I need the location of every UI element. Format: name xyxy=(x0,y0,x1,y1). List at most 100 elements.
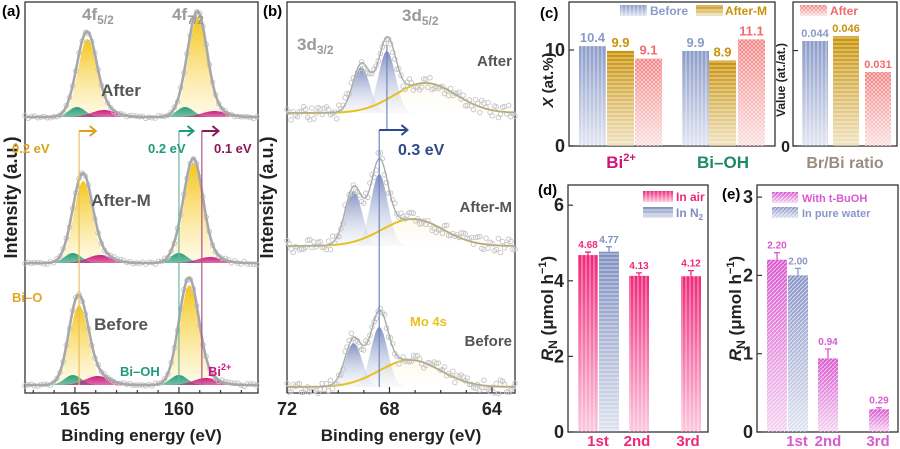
data-point xyxy=(485,99,491,106)
envelope-line xyxy=(25,276,258,387)
shift-arrow-bi2 xyxy=(201,125,221,137)
x-tick-label: 3rd xyxy=(866,433,889,449)
data-point xyxy=(489,113,495,119)
y-axis-title: Intensity (a.u.) xyxy=(257,136,277,258)
data-point xyxy=(329,233,336,240)
envelope-line xyxy=(25,156,258,265)
x-axis-title: Binding energy (eV) xyxy=(61,426,222,445)
bar-value-label: 4.12 xyxy=(681,259,701,270)
peak-mo4s xyxy=(287,219,515,246)
error-bar xyxy=(774,252,780,260)
text-span: N xyxy=(546,340,560,349)
error-bar xyxy=(876,407,882,410)
bar-value-label: 11.1 xyxy=(739,23,764,38)
data-point xyxy=(309,105,315,111)
data-point xyxy=(336,372,342,378)
peak-bi5d xyxy=(287,191,515,246)
data-point xyxy=(307,236,313,243)
legend-swatch-pattern xyxy=(643,207,673,218)
bar-value-label: 0.044 xyxy=(801,28,829,40)
error-bar xyxy=(606,246,612,252)
text-span: In air xyxy=(676,190,705,204)
panel-label-b: (b) xyxy=(263,3,282,20)
legend-label-in_n2: In N2 xyxy=(676,206,704,222)
bar-value-label: 0.29 xyxy=(869,396,889,407)
component-label-bi-oh: Bi–OH xyxy=(120,364,160,379)
bar-value-label: 10.4 xyxy=(580,30,606,45)
plot-frame-b xyxy=(286,1,516,394)
peak-bi2 xyxy=(25,378,258,385)
data-point xyxy=(398,72,404,79)
y-tick-label: 0 xyxy=(554,422,564,442)
data-point xyxy=(342,95,348,101)
data-point xyxy=(435,360,442,366)
text-span: 5/2 xyxy=(422,14,439,28)
bar-after_m-pattern xyxy=(833,36,859,146)
y-tick-label: 2 xyxy=(743,265,753,285)
text-span: −1 xyxy=(537,262,549,275)
panel-label-d: (d) xyxy=(538,182,557,199)
data-point xyxy=(325,388,332,394)
text-span: 7/2 xyxy=(187,13,204,27)
legend-label-in_air: In air xyxy=(676,190,705,204)
error-bar xyxy=(688,269,694,277)
data-point xyxy=(464,375,471,381)
error-bar xyxy=(636,272,642,276)
bar-after-pattern xyxy=(635,58,662,146)
data-point xyxy=(452,379,458,386)
bar-before-pattern xyxy=(682,50,709,146)
spectrum-label: After xyxy=(477,53,512,70)
text-span: 3d xyxy=(297,35,317,54)
data-point xyxy=(425,84,431,91)
data-point xyxy=(506,102,512,109)
data-point xyxy=(389,49,396,56)
data-point xyxy=(292,243,299,250)
spectrum-label: After-M xyxy=(91,191,151,210)
data-point xyxy=(477,109,483,116)
data-point xyxy=(408,358,415,364)
legend-swatch-pattern xyxy=(772,192,798,203)
peak-bi2 xyxy=(25,376,258,385)
error-bar xyxy=(795,267,801,276)
data-point xyxy=(360,347,367,353)
y-tick-label: 0 xyxy=(781,139,790,156)
data-point xyxy=(348,330,355,337)
data-point xyxy=(313,244,319,250)
peak-mo4s xyxy=(287,83,515,113)
data-point xyxy=(298,389,305,396)
text-span: −1 xyxy=(725,262,737,275)
x-tick-label: 72 xyxy=(277,399,297,419)
x-tick-label: 64 xyxy=(482,399,502,419)
data-point xyxy=(450,368,456,374)
peak-mo4s xyxy=(287,360,515,387)
legend-label-after_m: After-M xyxy=(725,4,767,18)
bar-after-pattern xyxy=(738,39,765,146)
text-span: 4f xyxy=(82,5,97,24)
bar-before-pattern xyxy=(579,46,606,146)
data-point xyxy=(394,353,400,360)
spectrum-label: Before xyxy=(464,333,512,350)
category-label-br-bi: Br/Bi ratio xyxy=(806,155,884,172)
category-label-bi2: Bi2+ xyxy=(606,152,636,172)
bar-tbuoh-pattern xyxy=(767,259,787,432)
data-point xyxy=(296,108,303,115)
text-span: 2+ xyxy=(221,362,231,372)
data-point xyxy=(456,89,462,95)
bar-value-label: 4.13 xyxy=(629,261,649,272)
data-point xyxy=(288,117,294,123)
y-axis-title: Intensity (a.u.) xyxy=(1,136,21,258)
bar-water-pattern xyxy=(788,275,808,432)
data-point xyxy=(327,377,334,384)
shift-arrow-bi_o xyxy=(79,125,98,137)
y-tick-label: 4 xyxy=(554,271,564,291)
bar-in_air-pattern xyxy=(681,276,701,432)
data-point xyxy=(325,238,332,244)
data-point xyxy=(512,380,518,387)
text-span: 2 xyxy=(699,213,704,222)
x-axis-title: Binding energy (eV) xyxy=(321,426,482,445)
y-axis-title: RN (μmol h−1) xyxy=(537,256,560,361)
data-point xyxy=(477,233,483,240)
text-span: (μmol h xyxy=(726,274,745,340)
text-span: 2+ xyxy=(623,152,636,164)
